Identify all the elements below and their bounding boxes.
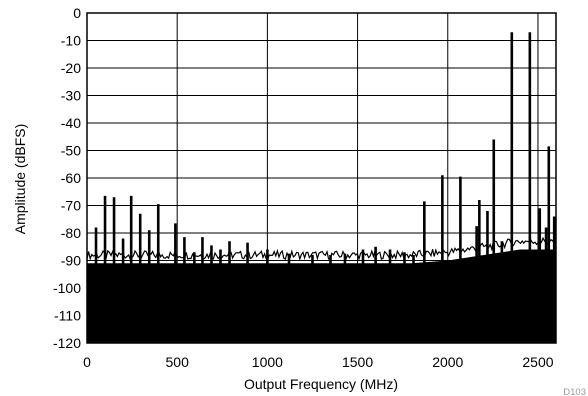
y-tick-label: -10 — [61, 33, 81, 49]
x-axis-label: Output Frequency (MHz) — [244, 376, 398, 392]
y-tick-label: 0 — [73, 5, 81, 21]
x-tick-labels: 0 500 1000 1500 2000 2500 — [83, 354, 554, 370]
x-tick-label: 1000 — [252, 354, 283, 370]
y-tick-label: -30 — [61, 88, 81, 104]
y-tick-label: -90 — [61, 253, 81, 269]
y-axis-label: Amplitude (dBFS) — [12, 124, 28, 234]
y-tick-label: -50 — [61, 143, 81, 159]
x-tick-label: 1500 — [342, 354, 373, 370]
y-tick-label: -20 — [61, 60, 81, 76]
y-tick-label: -70 — [61, 198, 81, 214]
plot-area — [86, 32, 557, 343]
plot-frame — [86, 12, 557, 344]
x-tick-label: 0 — [83, 354, 91, 370]
y-tick-label: -120 — [53, 335, 81, 351]
y-tick-label: -40 — [61, 115, 81, 131]
y-tick-label: -80 — [61, 225, 81, 241]
figure-id-label: D103 — [563, 387, 586, 396]
y-tick-label: -100 — [53, 280, 81, 296]
x-tick-label: 500 — [166, 354, 190, 370]
y-tick-labels: 0 -10 -20 -30 -40 -50 -60 -70 -80 -90 -100 -110 -120 — [53, 5, 81, 351]
noise-floor — [87, 249, 556, 343]
x-tick-label: 2000 — [432, 354, 463, 370]
y-tick-label: -60 — [61, 170, 81, 186]
y-tick-label: -110 — [54, 308, 81, 324]
x-tick-label: 2500 — [522, 354, 553, 370]
